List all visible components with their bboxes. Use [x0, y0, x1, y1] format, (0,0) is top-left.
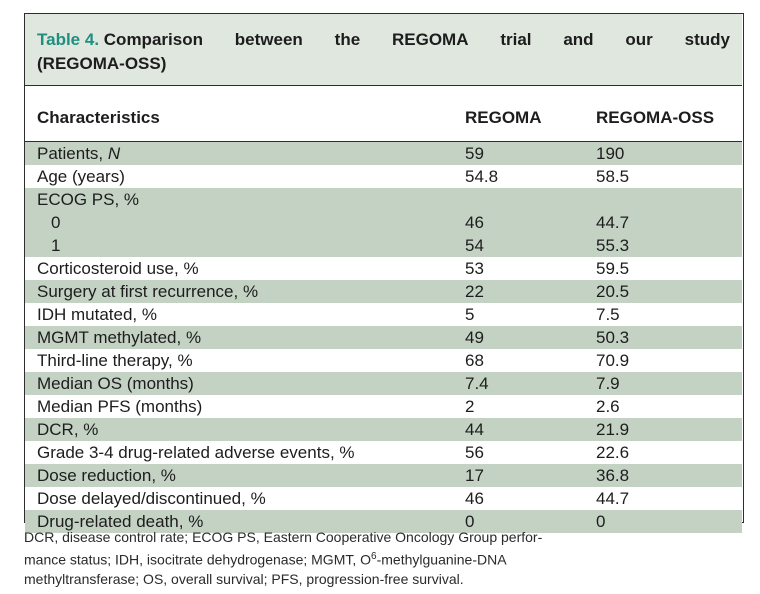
cell-regoma: 59 — [465, 144, 484, 163]
title-word: our — [625, 30, 653, 49]
table-row: Median PFS (months) 2 2.6 — [25, 395, 742, 418]
cell-regoma-oss: 55.3 — [596, 236, 630, 255]
table-row: Dose reduction, % 17 36.8 — [25, 464, 742, 487]
row-label: 0 — [51, 213, 61, 232]
row-label: IDH mutated, % — [37, 305, 157, 324]
row-label: Age (years) — [37, 167, 125, 186]
table-row: Median OS (months) 7.4 7.9 — [25, 372, 742, 395]
row-label: Grade 3-4 drug-related adverse events, % — [37, 443, 355, 462]
cell-regoma: 5 — [465, 305, 475, 324]
cell-regoma: 53 — [465, 259, 484, 278]
cell-regoma: 54.8 — [465, 167, 499, 186]
table-row: Patients, N 59 190 — [25, 142, 742, 165]
row-label: Surgery at first recurrence, % — [37, 282, 259, 301]
cell-regoma-oss: 7.9 — [596, 374, 620, 393]
title-word: and — [563, 30, 594, 49]
cell-regoma: 68 — [465, 351, 484, 370]
footnote-text: -methylguanine-DNA — [376, 551, 507, 568]
footnote-line: methyltransferase; OS, overall survival;… — [24, 570, 464, 587]
row-label: MGMT methylated, % — [37, 328, 202, 347]
table-row: MGMT methylated, % 49 50.3 — [25, 326, 742, 349]
cell-regoma-oss: 2.6 — [596, 397, 620, 416]
title-word: Comparison — [103, 30, 203, 49]
cell-regoma-oss: 58.5 — [596, 167, 630, 186]
cell-regoma: 46 — [465, 213, 484, 232]
cell-regoma-oss: 44.7 — [596, 489, 630, 508]
table-row: 1 54 55.3 — [25, 234, 742, 257]
table-header: Characteristics REGOMA REGOMA-OSS — [25, 86, 742, 142]
title-word: REGOMA — [391, 30, 469, 49]
cell-regoma: 7.4 — [465, 374, 489, 393]
italic-n: N — [107, 144, 121, 163]
cell-regoma: 46 — [465, 489, 484, 508]
row-label: Third-line therapy, % — [37, 351, 193, 370]
cell-regoma: 44 — [465, 420, 484, 439]
title-line-2: (REGOMA-OSS) — [37, 54, 167, 73]
cell-regoma-oss: 36.8 — [596, 466, 630, 485]
table-row: 0 46 44.7 — [25, 211, 742, 234]
row-label: DCR, % — [37, 420, 99, 439]
table-row: Age (years) 54.8 58.5 — [25, 165, 742, 188]
title-word: the — [334, 30, 361, 49]
table-footnote: DCR, disease control rate; ECOG PS, East… — [24, 528, 744, 589]
table-row: ECOG PS, % — [25, 188, 742, 211]
table-row: Drug-related death, % 0 0 — [25, 510, 742, 533]
cell-regoma: 56 — [465, 443, 484, 462]
row-label: 1 — [51, 236, 61, 255]
table-row: IDH mutated, % 5 7.5 — [25, 303, 742, 326]
header-regoma-oss: REGOMA-OSS — [596, 108, 715, 127]
table-row: Corticosteroid use, % 53 59.5 — [25, 257, 742, 280]
title-word: between — [234, 30, 303, 49]
cell-regoma-oss: 0 — [596, 512, 606, 531]
cell-regoma-oss: 50.3 — [596, 328, 630, 347]
title-lead: Table 4. Comparison — [37, 28, 203, 52]
table-label: Table 4. — [37, 30, 100, 49]
footnote-line: DCR, disease control rate; ECOG PS, East… — [24, 529, 543, 545]
table-row: DCR, % 44 21.9 — [25, 418, 742, 441]
cell-regoma-oss: 190 — [596, 144, 625, 163]
footnote-text: mance status; IDH, isocitrate dehydrogen… — [24, 551, 372, 568]
cell-regoma: 0 — [465, 512, 475, 531]
row-label: Patients, N — [37, 144, 121, 163]
table-title: Table 4. Comparison between the REGOMA t… — [25, 14, 742, 86]
cell-regoma: 22 — [465, 282, 484, 301]
row-label: Dose delayed/discontinued, % — [37, 489, 266, 508]
table-row: Grade 3-4 drug-related adverse events, %… — [25, 441, 742, 464]
row-label: Drug-related death, % — [37, 512, 204, 531]
table-row: Dose delayed/discontinued, % 46 44.7 — [25, 487, 742, 510]
row-label: Median PFS (months) — [37, 397, 203, 416]
cell-regoma-oss: 21.9 — [596, 420, 630, 439]
cell-regoma-oss: 22.6 — [596, 443, 630, 462]
row-label: Dose reduction, % — [37, 466, 176, 485]
cell-regoma: 49 — [465, 328, 484, 347]
cell-regoma: 17 — [465, 466, 484, 485]
cell-regoma-oss: 7.5 — [596, 305, 620, 324]
title-word: trial — [500, 30, 532, 49]
row-label: ECOG PS, % — [37, 190, 140, 209]
row-label: Corticosteroid use, % — [37, 259, 199, 278]
cell-regoma: 54 — [465, 236, 484, 255]
table-body: Patients, N 59 190 Age (years) 54.8 58.5 ECOG … — [25, 142, 742, 533]
header-regoma: REGOMA — [465, 108, 542, 127]
cell-regoma-oss: 44.7 — [596, 213, 630, 232]
title-line-1: Table 4. Comparison between the REGOMA t… — [37, 28, 730, 52]
footnote-line: mance status; IDH, isocitrate dehydrogen… — [24, 547, 744, 570]
cell-regoma-oss: 59.5 — [596, 259, 630, 278]
table-row: Surgery at first recurrence, % 22 20.5 — [25, 280, 742, 303]
cell-regoma-oss: 20.5 — [596, 282, 630, 301]
title-word: study — [684, 30, 730, 49]
header-characteristics: Characteristics — [37, 108, 160, 127]
table-row: Third-line therapy, % 68 70.9 — [25, 349, 742, 372]
cell-regoma: 2 — [465, 397, 475, 416]
footnote-superscript: 6 — [371, 551, 377, 562]
row-label: Median OS (months) — [37, 374, 194, 393]
cell-regoma-oss: 70.9 — [596, 351, 630, 370]
table-frame: Table 4. Comparison between the REGOMA t… — [24, 13, 744, 533]
